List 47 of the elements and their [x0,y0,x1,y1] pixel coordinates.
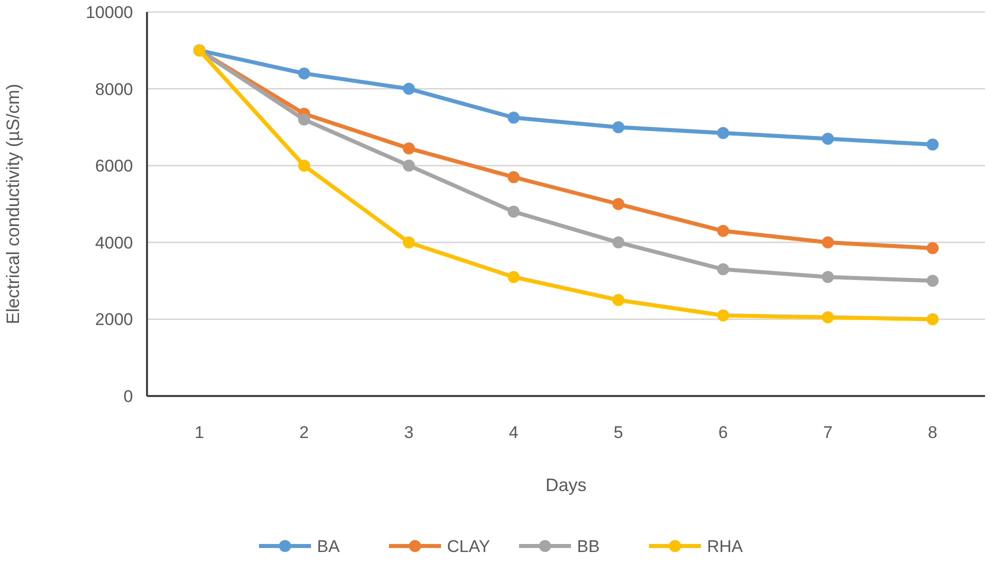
point [402,160,415,172]
x-tick-label: 8 [928,423,938,442]
x-tick-label: 3 [404,423,414,442]
point [822,311,834,324]
y-axis-title: Electrical conductivity (µS/cm) [3,84,23,324]
point [717,224,730,237]
point [926,313,939,326]
point [298,160,310,172]
point [298,114,310,126]
x-tick-label: 5 [614,423,624,442]
legend-label: CLAY [447,536,490,556]
point [926,138,939,150]
y-tick-label: 8000 [95,80,133,99]
point [612,198,624,210]
y-tick-label: 0 [124,386,133,406]
point [402,142,415,154]
point [926,242,939,254]
x-tick-label: 7 [823,423,833,442]
point [717,309,730,322]
point [508,112,520,124]
y-tick-label: 10000 [86,2,133,22]
legend-label: RHA [707,536,744,556]
point [298,67,310,80]
point [402,82,415,95]
point [822,132,834,145]
x-axis-title: Days [545,475,587,495]
point [717,263,730,276]
point [822,270,834,283]
point [402,236,415,248]
x-tick-label: 2 [299,423,309,442]
x-tick-label: 4 [508,423,518,442]
legend-label: BA [317,536,340,556]
x-tick-label: 6 [718,423,728,442]
point [612,121,624,134]
y-tick-label: 4000 [95,233,133,252]
legend-label: BB [577,536,600,556]
point [612,236,624,248]
point [508,171,520,184]
point [717,126,730,139]
point [926,274,939,287]
point [508,206,520,218]
point [612,294,624,306]
x-tick-label: 1 [194,423,204,442]
point [508,270,520,283]
y-tick-label: 2000 [95,310,133,330]
y-tick-label: 6000 [95,156,133,176]
point [822,236,834,248]
